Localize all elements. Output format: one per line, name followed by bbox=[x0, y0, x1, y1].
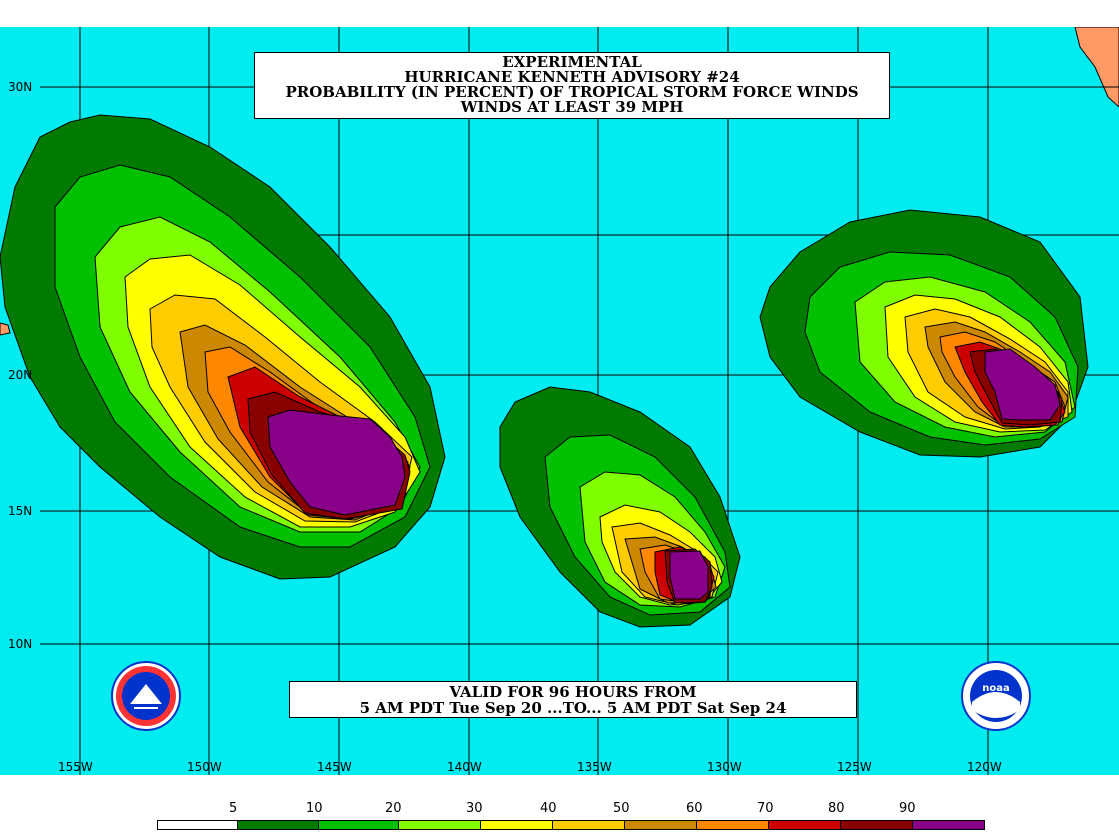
map-panel bbox=[0, 27, 1119, 775]
legend-label-50: 50 bbox=[613, 801, 630, 816]
legend-swatch-30-40 bbox=[480, 820, 553, 830]
legend-swatch-70-80 bbox=[768, 820, 841, 830]
land-hawaii-oahu bbox=[0, 322, 11, 336]
legend-swatch-10-20 bbox=[318, 820, 399, 830]
swath-middle bbox=[499, 386, 741, 628]
lat-label-30n: 30N bbox=[8, 80, 33, 94]
lon-label-150w: 150W bbox=[187, 760, 222, 774]
valid-period-box: VALID FOR 96 HOURS FROM 5 AM PDT Tue Sep… bbox=[289, 681, 857, 718]
legend-label-90: 90 bbox=[899, 801, 916, 816]
lon-label-125w: 125W bbox=[837, 760, 872, 774]
legend-swatch-90-100 bbox=[912, 820, 985, 830]
lat-label-20n: 20N bbox=[8, 368, 33, 382]
lon-label-120w: 120W bbox=[967, 760, 1002, 774]
lon-label-130w: 130W bbox=[707, 760, 742, 774]
legend-swatch-5-10 bbox=[237, 820, 319, 830]
lat-label-15n: 15N bbox=[8, 504, 33, 518]
swath-east bbox=[759, 209, 1089, 458]
lon-label-140w: 140W bbox=[447, 760, 482, 774]
lon-label-155w: 155W bbox=[58, 760, 93, 774]
valid-line-1: VALID FOR 96 HOURS FROM bbox=[449, 683, 697, 701]
valid-line-2: 5 AM PDT Tue Sep 20 ...TO... 5 AM PDT Sa… bbox=[359, 699, 787, 717]
title-line-3: PROBABILITY (IN PERCENT) OF TROPICAL STO… bbox=[285, 83, 859, 101]
legend-label-40: 40 bbox=[540, 801, 557, 816]
lat-label-10n: 10N bbox=[8, 637, 33, 651]
lon-label-135w: 135W bbox=[577, 760, 612, 774]
legend-swatch-40-50 bbox=[552, 820, 625, 830]
title-line-1: EXPERIMENTAL bbox=[502, 53, 642, 71]
nws-logo-icon bbox=[111, 661, 181, 731]
title-line-4: WINDS AT LEAST 39 MPH bbox=[460, 98, 684, 116]
legend-swatch-0-5 bbox=[157, 820, 238, 830]
legend-label-80: 80 bbox=[828, 801, 845, 816]
noaa-logo-icon: noaa bbox=[961, 661, 1031, 731]
legend-label-20: 20 bbox=[385, 801, 402, 816]
legend-label-10: 10 bbox=[306, 801, 323, 816]
svg-text:noaa: noaa bbox=[982, 683, 1010, 694]
legend-label-60: 60 bbox=[686, 801, 703, 816]
legend-label-70: 70 bbox=[757, 801, 774, 816]
legend-swatch-50-60 bbox=[624, 820, 697, 830]
legend-label-5: 5 bbox=[229, 801, 238, 816]
title-line-2: HURRICANE KENNETH ADVISORY #24 bbox=[404, 68, 740, 86]
legend-label-30: 30 bbox=[466, 801, 483, 816]
legend-swatch-20-30 bbox=[398, 820, 481, 830]
legend-swatch-80-90 bbox=[840, 820, 913, 830]
lon-label-145w: 145W bbox=[317, 760, 352, 774]
probability-map bbox=[0, 27, 1119, 775]
map-title: EXPERIMENTAL HURRICANE KENNETH ADVISORY … bbox=[254, 52, 890, 119]
legend-swatch-60-70 bbox=[696, 820, 769, 830]
land-mexico bbox=[1074, 27, 1119, 108]
swath-west bbox=[0, 114, 446, 580]
